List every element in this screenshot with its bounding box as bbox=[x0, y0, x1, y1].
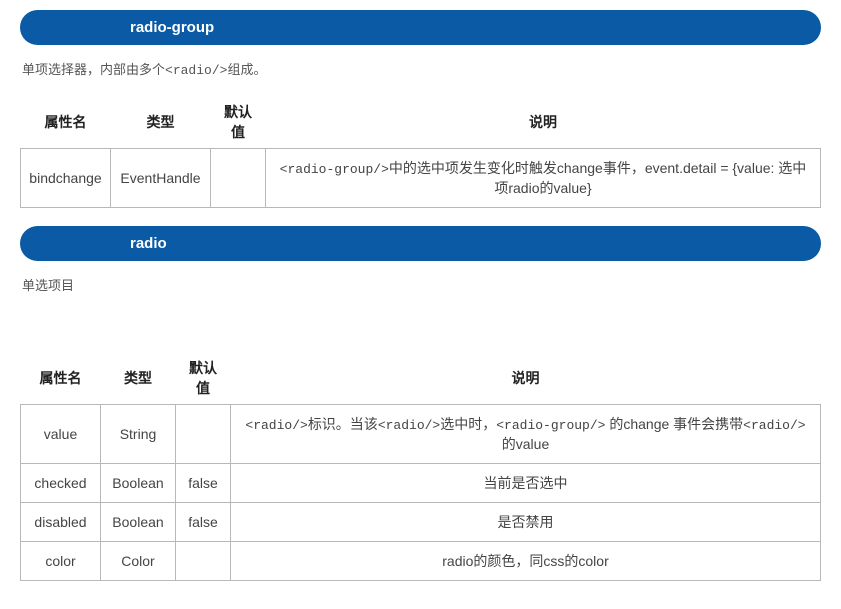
cell-desc: radio的颜色，同css的color bbox=[231, 542, 821, 581]
cell-type: String bbox=[101, 405, 176, 464]
header-desc: 说明 bbox=[266, 96, 821, 149]
table-row: value String <radio/>标识。当该<radio/>选中时，<r… bbox=[21, 405, 821, 464]
cell-type: Color bbox=[101, 542, 176, 581]
cell-type: Boolean bbox=[101, 464, 176, 503]
header-type: 类型 bbox=[101, 352, 176, 405]
table-row: disabled Boolean false 是否禁用 bbox=[21, 503, 821, 542]
section-header-radio-group: radio-group bbox=[20, 10, 821, 45]
code-radio-tag: <radio/> bbox=[165, 63, 227, 78]
radio-description: 单选项目 bbox=[20, 275, 821, 294]
cell-attr: value bbox=[21, 405, 101, 464]
table-row: checked Boolean false 当前是否选中 bbox=[21, 464, 821, 503]
radio-group-description: 单项选择器，内部由多个<radio/>组成。 bbox=[20, 59, 821, 78]
cell-desc: 当前是否选中 bbox=[231, 464, 821, 503]
cell-default bbox=[211, 149, 266, 208]
table-header-row: 属性名 类型 默认值 说明 bbox=[21, 352, 821, 405]
radio-attributes-table: 属性名 类型 默认值 说明 value String <radio/>标识。当该… bbox=[20, 352, 821, 581]
cell-desc: 是否禁用 bbox=[231, 503, 821, 542]
cell-default bbox=[176, 542, 231, 581]
table-row: color Color radio的颜色，同css的color bbox=[21, 542, 821, 581]
section-title: radio-group bbox=[130, 19, 214, 36]
cell-default: false bbox=[176, 464, 231, 503]
cell-default: false bbox=[176, 503, 231, 542]
header-attr: 属性名 bbox=[21, 96, 111, 149]
section-title: radio bbox=[130, 235, 167, 252]
cell-attr: bindchange bbox=[21, 149, 111, 208]
cell-type: Boolean bbox=[101, 503, 176, 542]
header-attr: 属性名 bbox=[21, 352, 101, 405]
cell-attr: checked bbox=[21, 464, 101, 503]
section-header-radio: radio bbox=[20, 226, 821, 261]
header-default: 默认值 bbox=[176, 352, 231, 405]
cell-attr: color bbox=[21, 542, 101, 581]
cell-attr: disabled bbox=[21, 503, 101, 542]
cell-desc: <radio-group/>中的选中项发生变化时触发change事件，event… bbox=[266, 149, 821, 208]
table-row: bindchange EventHandle <radio-group/>中的选… bbox=[21, 149, 821, 208]
spacer bbox=[20, 312, 821, 352]
cell-type: EventHandle bbox=[111, 149, 211, 208]
cell-desc: <radio/>标识。当该<radio/>选中时，<radio-group/> … bbox=[231, 405, 821, 464]
header-desc: 说明 bbox=[231, 352, 821, 405]
radio-group-attributes-table: 属性名 类型 默认值 说明 bindchange EventHandle <ra… bbox=[20, 96, 821, 208]
cell-default bbox=[176, 405, 231, 464]
table-header-row: 属性名 类型 默认值 说明 bbox=[21, 96, 821, 149]
header-type: 类型 bbox=[111, 96, 211, 149]
header-default: 默认值 bbox=[211, 96, 266, 149]
